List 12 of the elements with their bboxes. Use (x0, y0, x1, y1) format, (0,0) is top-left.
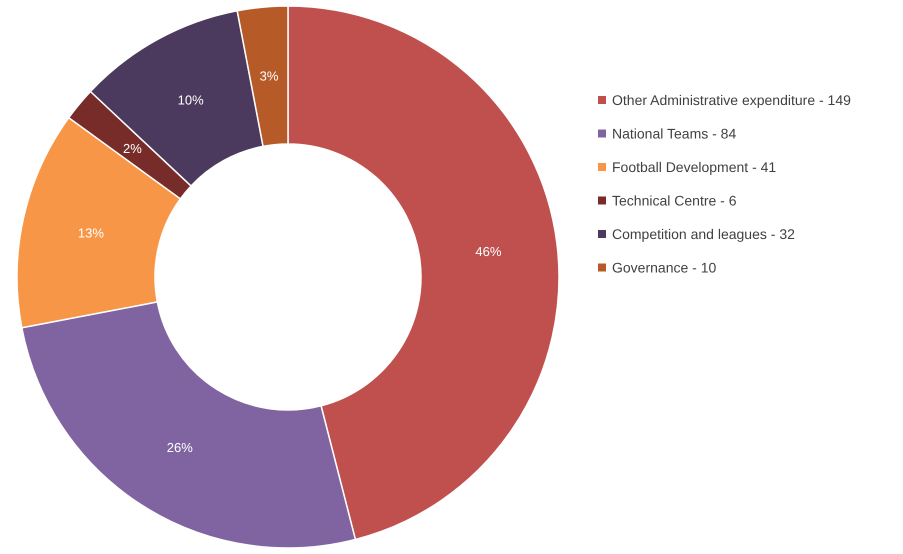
data-label: 3% (260, 68, 279, 84)
data-label: 46% (475, 244, 502, 260)
legend-label: Competition and leagues - 32 (612, 226, 796, 242)
legend-label: National Teams - 84 (612, 126, 736, 142)
data-label: 26% (166, 440, 194, 456)
data-label: 10% (178, 92, 204, 108)
legend-label: Other Administrative expenditure - 149 (612, 92, 852, 108)
legend-label: Football Development - 41 (612, 159, 776, 175)
data-label: 2% (122, 140, 142, 156)
legend-label: Governance - 10 (612, 260, 716, 276)
legend-label: Technical Centre - 6 (612, 192, 737, 208)
data-label: 13% (78, 225, 104, 240)
